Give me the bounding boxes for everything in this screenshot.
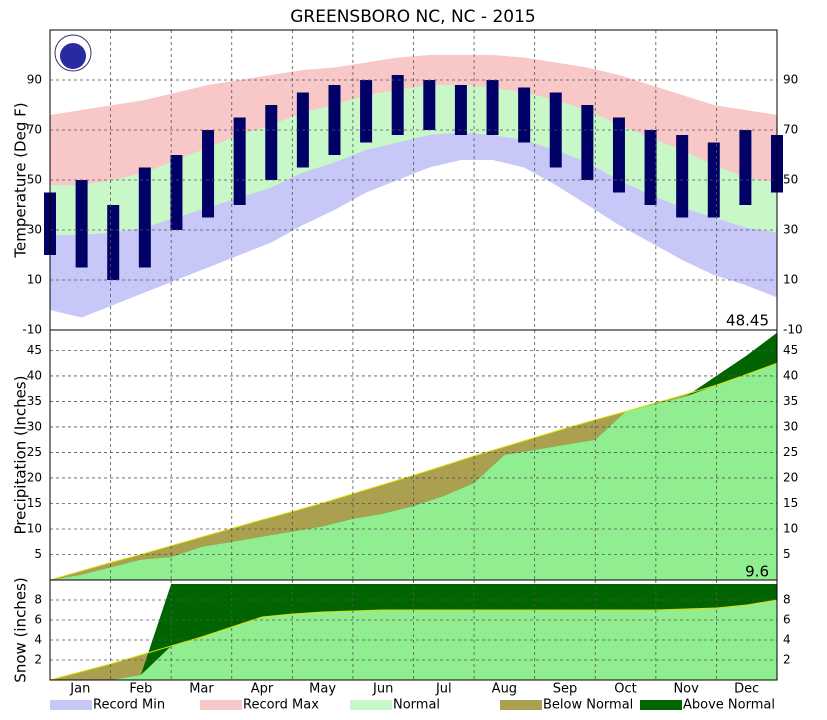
y-tick-label: 6 xyxy=(34,613,42,627)
observed-bar xyxy=(107,205,120,280)
y-tick-label: 8 xyxy=(34,593,42,607)
observed-bar xyxy=(170,155,183,230)
y-tick-label-right: 30 xyxy=(783,419,798,433)
y-tick-label: 5 xyxy=(34,547,42,561)
noaa-logo xyxy=(54,34,92,72)
logo-inner xyxy=(60,43,86,69)
band-area xyxy=(50,160,777,330)
y-tick-label-right: 25 xyxy=(783,445,798,459)
observed-bar xyxy=(328,85,341,155)
x-tick-label: May xyxy=(309,682,336,697)
observed-bar xyxy=(391,75,404,135)
x-tick-label: Jul xyxy=(435,682,452,697)
y-tick-label-right: 70 xyxy=(783,123,798,137)
observed-bar xyxy=(75,180,88,268)
fill-area xyxy=(50,363,777,580)
legend-swatch xyxy=(350,700,392,710)
observed-bar xyxy=(612,117,625,193)
y-tick-label: 2 xyxy=(34,653,42,667)
chart-title: GREENSBORO NC, NC - 2015 xyxy=(290,7,536,27)
y-tick-label: 10 xyxy=(27,521,42,535)
observed-bar xyxy=(676,135,689,218)
x-tick-label: Dec xyxy=(734,682,759,697)
x-tick-label: Jun xyxy=(372,682,393,697)
x-tick-label: Mar xyxy=(189,682,214,697)
y-tick-label: 10 xyxy=(27,273,42,287)
legend-label: Record Min xyxy=(93,698,165,713)
x-tick-label: Jan xyxy=(69,682,90,697)
observed-bar xyxy=(265,105,278,180)
y-axis-label: Snow (inches) xyxy=(12,577,30,682)
annotation: 9.6 xyxy=(745,563,769,581)
legend-swatch xyxy=(640,700,682,710)
legend-swatch xyxy=(200,700,242,710)
y-tick-label-right: 20 xyxy=(783,470,798,484)
y-tick-label-right: 10 xyxy=(783,521,798,535)
x-tick-label: Aug xyxy=(492,682,517,697)
y-tick-label-right: 90 xyxy=(783,73,798,87)
y-tick-label-right: 6 xyxy=(783,613,791,627)
legend-label: Record Max xyxy=(243,698,319,713)
y-tick-label: 4 xyxy=(34,633,42,647)
y-tick-label: 70 xyxy=(27,123,42,137)
observed-bar xyxy=(423,80,436,130)
y-tick-label-right: 8 xyxy=(783,593,791,607)
legend-swatch xyxy=(50,700,92,710)
y-tick-label: 20 xyxy=(27,470,42,484)
y-tick-label: -10 xyxy=(22,323,42,337)
observed-bar xyxy=(360,80,373,143)
observed-bar xyxy=(518,87,531,143)
annotation: 48.45 xyxy=(726,311,769,329)
legend-label: Above Normal xyxy=(683,698,775,713)
panel-frame xyxy=(49,579,778,681)
y-axis-label: Temperature (Deg F) xyxy=(12,102,30,258)
y-tick-label: 15 xyxy=(27,496,42,510)
x-tick-label: Feb xyxy=(129,682,152,697)
y-tick-label: 30 xyxy=(27,419,42,433)
y-tick-label: 40 xyxy=(27,368,42,382)
y-tick-label: 25 xyxy=(27,445,42,459)
observed-bar xyxy=(202,130,215,218)
y-tick-label-right: 45 xyxy=(783,343,798,357)
y-tick-label: 90 xyxy=(27,73,42,87)
observed-bar xyxy=(233,117,246,205)
y-tick-label: 35 xyxy=(27,394,42,408)
observed-bar xyxy=(644,130,657,205)
observed-bar xyxy=(454,85,467,135)
observed-bar xyxy=(138,167,151,268)
y-tick-label-right: 35 xyxy=(783,394,798,408)
x-tick-label: Oct xyxy=(614,682,636,697)
y-tick-label-right: 15 xyxy=(783,496,798,510)
y-tick-label-right: 50 xyxy=(783,173,798,187)
legend-label: Below Normal xyxy=(543,698,633,713)
y-tick-label: 45 xyxy=(27,343,42,357)
legend-swatch xyxy=(500,700,542,710)
y-tick-label-right: -10 xyxy=(783,323,803,337)
y-tick-label-right: 5 xyxy=(783,547,791,561)
observed-bar xyxy=(486,80,499,135)
y-tick-label-right: 2 xyxy=(783,653,791,667)
y-tick-label-right: 40 xyxy=(783,368,798,382)
x-tick-label: Apr xyxy=(251,682,274,697)
y-tick-label-right: 4 xyxy=(783,633,791,647)
y-tick-label-right: 10 xyxy=(783,273,798,287)
observed-bar xyxy=(739,130,752,205)
legend-label: Normal xyxy=(393,698,440,713)
x-tick-label: Nov xyxy=(673,682,699,697)
y-tick-label-right: 30 xyxy=(783,223,798,237)
observed-bar xyxy=(581,105,594,180)
x-tick-label: Sep xyxy=(553,682,578,697)
y-axis-label: Precipitation (Inches) xyxy=(12,376,30,535)
y-tick-label: 30 xyxy=(27,223,42,237)
y-tick-label: 50 xyxy=(27,173,42,187)
